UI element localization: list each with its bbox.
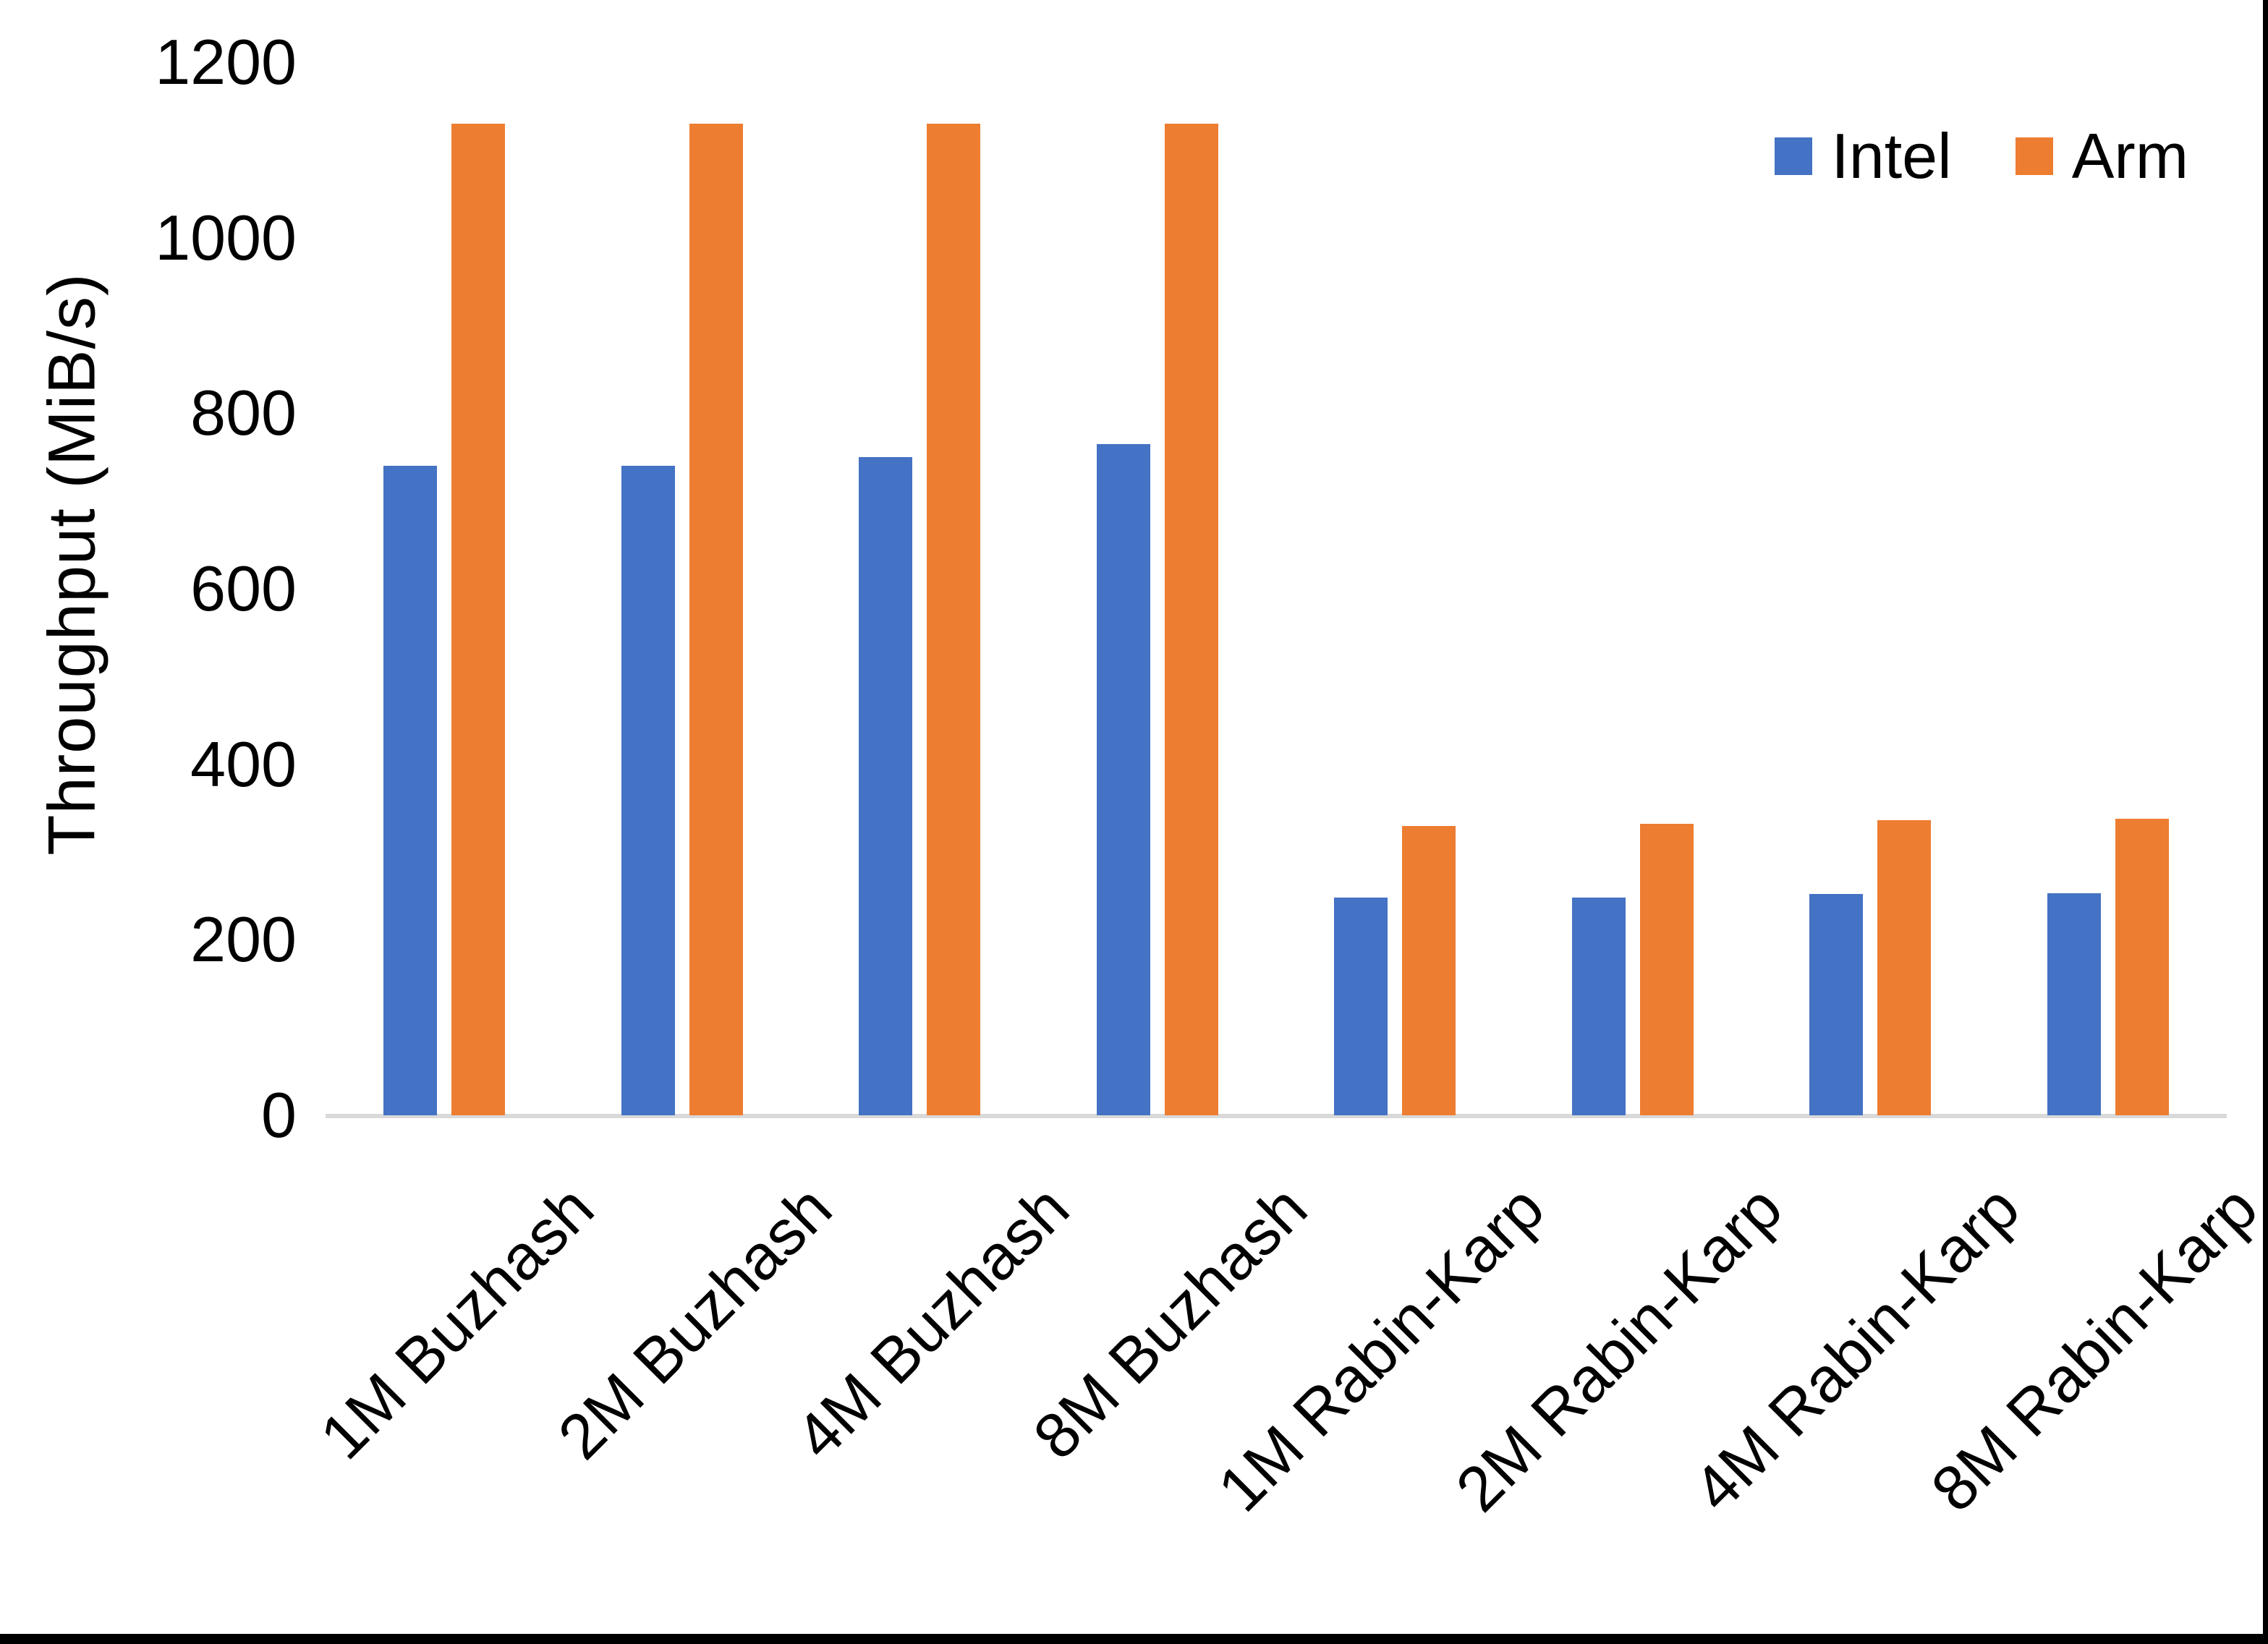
x-axis-line: [326, 1114, 2227, 1118]
y-tick-label-400: 400: [190, 728, 297, 800]
bar-intel-8m-buzhash: [1096, 443, 1150, 1115]
bar-intel-1m-rabin-karp: [1334, 898, 1388, 1115]
y-tick-label-800: 800: [190, 377, 297, 449]
legend-label-intel: Intel: [1831, 120, 1952, 192]
bar-arm-2m-rabin-karp: [1639, 824, 1694, 1115]
legend-entry-arm: Arm: [2015, 120, 2188, 192]
y-tick-label-1000: 1000: [155, 201, 297, 273]
y-tick-label-0: 0: [261, 1079, 297, 1151]
legend: Intel Arm: [1775, 124, 2188, 188]
bar-arm-2m-buzhash: [689, 123, 743, 1115]
legend-swatch-arm: [2015, 137, 2053, 175]
legend-swatch-intel: [1775, 137, 1813, 175]
bar-arm-4m-rabin-karp: [1877, 820, 1932, 1115]
y-tick-label-200: 200: [190, 903, 297, 976]
bar-arm-4m-buzhash: [927, 123, 981, 1115]
legend-entry-intel: Intel: [1775, 120, 1952, 192]
bar-intel-4m-rabin-karp: [1809, 894, 1864, 1115]
legend-label-arm: Arm: [2071, 120, 2188, 192]
bar-intel-1m-buzhash: [383, 466, 438, 1115]
bar-arm-1m-rabin-karp: [1402, 825, 1456, 1115]
frame-bottom-border: [0, 1634, 2268, 1644]
bar-intel-2m-rabin-karp: [1571, 898, 1626, 1115]
y-tick-label-600: 600: [190, 553, 297, 624]
frame-right-border: [2263, 0, 2268, 1644]
bar-arm-8m-rabin-karp: [2115, 818, 2169, 1115]
bar-intel-2m-buzhash: [621, 466, 675, 1115]
bar-intel-4m-buzhash: [859, 457, 913, 1115]
bar-arm-1m-buzhash: [451, 123, 506, 1115]
y-tick-label-1200: 1200: [155, 26, 297, 98]
bar-intel-8m-rabin-karp: [2047, 893, 2101, 1115]
bar-arm-8m-buzhash: [1164, 123, 1218, 1115]
